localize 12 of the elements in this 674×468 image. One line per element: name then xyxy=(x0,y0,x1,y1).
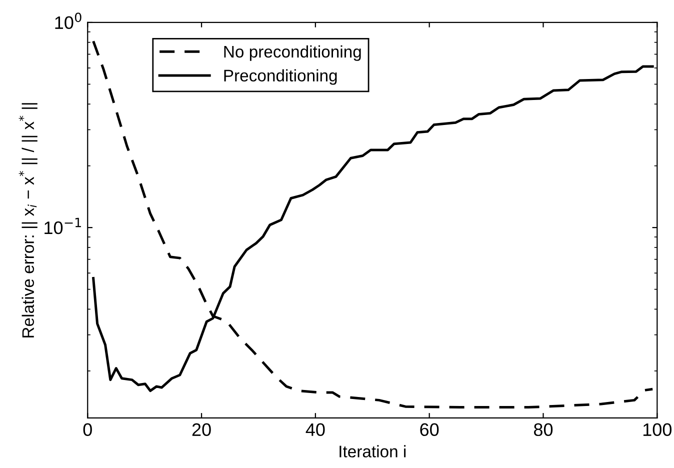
x-axis-title: Iteration i xyxy=(340,445,406,458)
x-tick-label: 100 xyxy=(643,423,672,436)
legend-label: Preconditioning xyxy=(224,69,337,85)
legend-label: No preconditioning xyxy=(224,45,361,61)
x-tick-label: 80 xyxy=(534,423,553,436)
x-tick-label: 40 xyxy=(306,423,325,436)
x-tick-label: 60 xyxy=(420,423,439,436)
y-axis-title: Relative error: || x$_{i}$ − x$^{*}$ || / || x$^{*}$ || xyxy=(18,103,38,338)
y-tick-label: 10$^{−1}$ xyxy=(44,218,81,234)
y-tick-label: 10$^{0}$ xyxy=(55,12,82,30)
x-tick-label: 0 xyxy=(83,423,92,436)
x-tick-label: 20 xyxy=(192,423,211,436)
